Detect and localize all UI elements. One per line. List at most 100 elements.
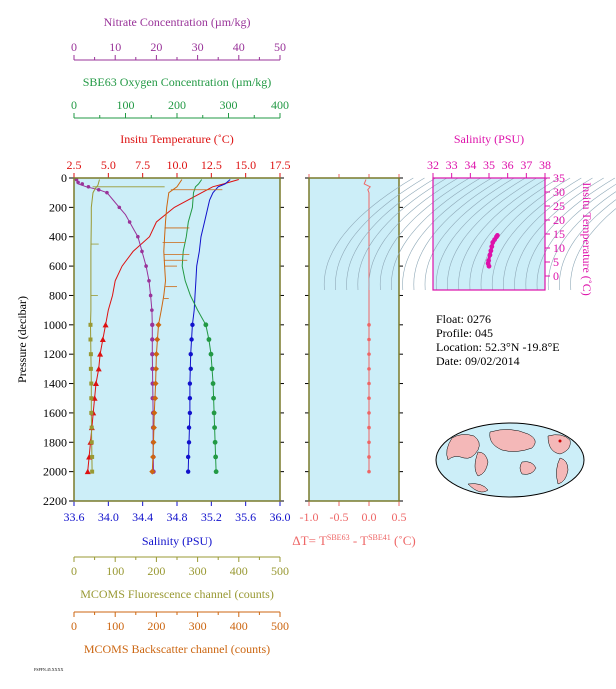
backscatter-marker bbox=[150, 424, 157, 431]
map-landmass bbox=[547, 434, 571, 455]
dt-axis-title: ΔT= TSBE63 - TSBE41 (˚C) bbox=[292, 533, 415, 548]
profile-panel-background bbox=[74, 178, 280, 501]
pressure-tick-label: 400 bbox=[49, 230, 67, 244]
salinity-marker bbox=[185, 454, 191, 460]
location: Location: 52.3°N -19.8°E bbox=[436, 340, 560, 354]
profile-panel-frame bbox=[73, 177, 281, 502]
oxygen-tick-label: 400 bbox=[271, 98, 289, 112]
density-contour bbox=[536, 183, 616, 291]
fluorescence-profile-line bbox=[89, 179, 100, 472]
density-contour bbox=[379, 177, 470, 291]
ts-salinity-tick-label: 34 bbox=[464, 158, 476, 172]
nitrate-marker bbox=[144, 264, 148, 268]
map-landmass bbox=[446, 434, 480, 461]
map-landmass bbox=[474, 451, 489, 477]
density-contour bbox=[424, 177, 515, 291]
density-contour bbox=[368, 177, 459, 291]
fluorescence-marker bbox=[88, 322, 93, 327]
fluorescence-axis-title: MCOMS Fluorescence channel (counts) bbox=[80, 587, 274, 601]
density-contour bbox=[570, 208, 616, 291]
ts-curve bbox=[486, 234, 499, 267]
dt-marker bbox=[367, 469, 371, 474]
dt-marker bbox=[367, 352, 371, 356]
ts-salinity-tick-label: 32 bbox=[427, 158, 439, 172]
temperature-marker bbox=[84, 468, 91, 475]
temperature-tick-label: 15.0 bbox=[235, 158, 256, 172]
backscatter-profile-line bbox=[151, 179, 183, 472]
dt-marker bbox=[367, 440, 371, 445]
backscatter-marker bbox=[152, 365, 159, 372]
nitrate-tick-label: 30 bbox=[192, 40, 204, 54]
fluorescence-marker bbox=[89, 440, 94, 445]
fluorescence-tick-label: 400 bbox=[230, 564, 248, 578]
nitrate-tick-label: 40 bbox=[233, 40, 245, 54]
backscatter-marker bbox=[151, 409, 158, 416]
dt-panel-frame bbox=[308, 177, 400, 502]
fluorescence-marker bbox=[88, 352, 93, 357]
nitrate-marker bbox=[148, 293, 153, 298]
map-landmass bbox=[467, 483, 489, 493]
ts-temperature-tick-label: 35 bbox=[553, 171, 565, 185]
backscatter-tick-label: 200 bbox=[147, 619, 165, 633]
backscatter-marker bbox=[153, 351, 160, 358]
dt-tick-label: -1.0 bbox=[300, 510, 319, 524]
density-contour bbox=[559, 199, 616, 291]
ts-temperature-tick-label: 10 bbox=[553, 241, 565, 255]
nitrate-marker bbox=[150, 337, 155, 342]
float-location-marker bbox=[558, 439, 562, 443]
salinity-marker bbox=[188, 366, 193, 372]
ts-temperature-tick-label: 20 bbox=[553, 213, 565, 227]
world-map-icon bbox=[435, 422, 585, 498]
salinity-tick-label: 34.4 bbox=[132, 510, 153, 524]
date: Date: 09/02/2014 bbox=[436, 354, 520, 368]
ts-temperature-tick-label: 5 bbox=[553, 255, 559, 269]
oxygen-marker bbox=[208, 351, 214, 357]
fluorescence-tick-label: 0 bbox=[71, 564, 77, 578]
oxygen-marker bbox=[210, 381, 216, 386]
ts-salinity-tick-label: 37 bbox=[520, 158, 532, 172]
dt-marker bbox=[367, 337, 371, 342]
fluorescence-marker bbox=[89, 410, 94, 415]
nitrate-marker bbox=[76, 180, 80, 185]
nitrate-tick-label: 0 bbox=[71, 40, 77, 54]
salinity-marker bbox=[187, 396, 193, 401]
dt-panel-background bbox=[309, 178, 399, 501]
ts-temperature-title: Insitu Temperature (˚C) bbox=[580, 182, 594, 296]
dt-marker bbox=[367, 381, 371, 386]
temperature-tick-label: 12.5 bbox=[201, 158, 222, 172]
nitrate-marker bbox=[150, 308, 154, 312]
oxygen-tick-label: 300 bbox=[220, 98, 238, 112]
salinity-tick-label: 36.0 bbox=[270, 510, 291, 524]
pressure-tick-label: 1200 bbox=[43, 347, 67, 361]
temperature-axis-title: Insitu Temperature (˚C) bbox=[120, 132, 234, 146]
fluorescence-marker bbox=[90, 469, 95, 474]
backscatter-marker bbox=[150, 453, 157, 460]
fluorescence-marker bbox=[89, 425, 94, 430]
density-contour bbox=[458, 177, 548, 291]
fluorescence-marker bbox=[88, 337, 93, 342]
density-contour bbox=[357, 177, 448, 291]
density-contour bbox=[480, 177, 571, 291]
temperature-tick-label: 10.0 bbox=[167, 158, 188, 172]
density-contour bbox=[435, 177, 526, 291]
oxygen-marker bbox=[213, 454, 219, 460]
pressure-tick-label: 200 bbox=[49, 200, 67, 214]
density-contour bbox=[323, 177, 414, 291]
backscatter-marker bbox=[152, 380, 159, 387]
salinity-marker bbox=[187, 381, 193, 386]
map-landmass bbox=[489, 429, 536, 452]
plot-stamp: FSPFN.45.XXXX bbox=[34, 667, 64, 672]
ts-temperature-tick-label: 15 bbox=[553, 227, 565, 241]
oxygen-axis-title: SBE63 Oxygen Concentration (µm/kg) bbox=[83, 75, 272, 89]
float-id: Float: 0276 bbox=[436, 312, 492, 326]
pressure-axis-title: Pressure (decibar) bbox=[15, 296, 29, 383]
fluorescence-tick-label: 200 bbox=[147, 564, 165, 578]
oxygen-marker bbox=[212, 425, 217, 430]
salinity-tick-label: 35.2 bbox=[201, 510, 222, 524]
oxygen-marker bbox=[211, 395, 216, 401]
fluorescence-marker bbox=[90, 454, 95, 459]
ts-temperature-tick-label: 30 bbox=[553, 185, 565, 199]
nitrate-marker bbox=[150, 322, 155, 328]
nitrate-marker bbox=[86, 185, 91, 189]
salinity-tick-label: 34.8 bbox=[167, 510, 188, 524]
